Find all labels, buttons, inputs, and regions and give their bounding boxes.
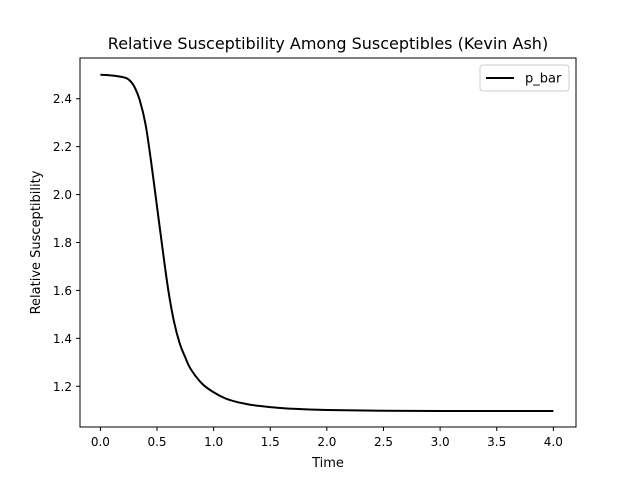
series-layer	[100, 73, 554, 412]
series-line-p-bar	[100, 73, 554, 412]
y-axis-ticks: 1.2 1.4 1.6 1.8 2.0 2.2 2.4	[53, 92, 80, 394]
y-tick-label: 1.4	[53, 332, 72, 346]
x-axis-ticks: 0.0 0.5 1.0 1.5 2.0 2.5 3.0 3.5 4.0	[91, 427, 563, 449]
x-tick-label: 2.0	[317, 435, 336, 449]
y-tick-label: 2.4	[53, 92, 72, 106]
x-tick-label: 1.5	[261, 435, 280, 449]
x-tick-label: 1.0	[204, 435, 223, 449]
x-tick-label: 0.0	[91, 435, 110, 449]
y-tick-label: 2.0	[53, 188, 72, 202]
legend: p_bar	[479, 64, 570, 92]
x-tick-label: 2.5	[374, 435, 393, 449]
y-tick-label: 1.2	[53, 380, 72, 394]
y-tick-label: 1.6	[53, 284, 72, 298]
y-tick-label: 1.8	[53, 236, 72, 250]
x-tick-label: 4.0	[544, 435, 563, 449]
chart-title: Relative Susceptibility Among Susceptibl…	[108, 34, 548, 53]
y-axis-label: Relative Susceptibility	[29, 170, 44, 314]
legend-label-p-bar: p_bar	[525, 72, 562, 87]
x-tick-label: 0.5	[147, 435, 166, 449]
x-axis-label: Time	[311, 456, 344, 471]
legend-box	[479, 64, 570, 92]
x-tick-label: 3.0	[431, 435, 450, 449]
x-tick-label: 3.5	[487, 435, 506, 449]
y-tick-label: 2.2	[53, 140, 72, 154]
